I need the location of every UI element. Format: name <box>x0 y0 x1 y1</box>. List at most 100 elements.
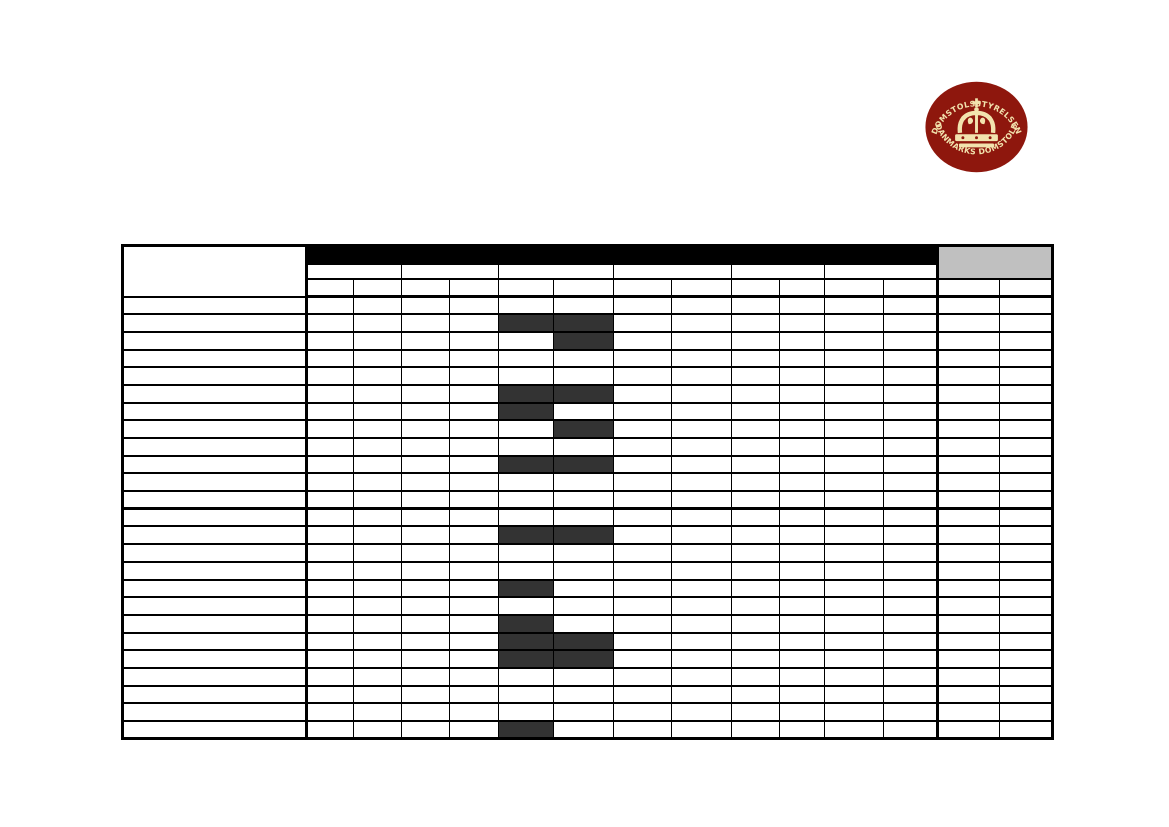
grid-cell-r22-c14 <box>999 666 1053 687</box>
grid-cell-r12-c5 <box>498 490 554 510</box>
grid-cell-r17-c11 <box>824 578 884 599</box>
grid-cell-r8-c2 <box>353 419 402 439</box>
grid-cell-r17-c10 <box>779 578 825 599</box>
grid-cell-r17-c2 <box>353 578 402 599</box>
row-label-cell-15 <box>122 543 308 563</box>
schedule-table <box>121 244 1054 741</box>
grid-cell-r25-c14 <box>999 720 1053 740</box>
row-label-cell-19 <box>122 613 308 634</box>
header-sub-cell-7 <box>613 277 672 298</box>
grid-cell-r18-c12 <box>883 596 938 616</box>
grid-cell-r5-c14 <box>999 366 1053 386</box>
grid-cell-r12-c3 <box>401 490 450 510</box>
grid-cell-r19-c10 <box>779 613 825 634</box>
grid-cell-r4-c6 <box>553 348 614 369</box>
grid-cell-r5-c8 <box>671 366 732 386</box>
grid-cell-r11-c12 <box>883 472 938 493</box>
grid-cell-r6-c12 <box>883 383 938 404</box>
header-group-cell-3 <box>498 264 614 280</box>
grid-cell-r23-c4 <box>449 684 499 705</box>
filled-cell-r19-c5 <box>498 613 554 634</box>
grid-cell-r13-c14 <box>999 507 1053 528</box>
grid-cell-r24-c7 <box>613 702 672 722</box>
grid-cell-r2-c10 <box>779 313 825 333</box>
grid-cell-r14-c12 <box>883 525 938 546</box>
grid-row-21 <box>122 649 1053 669</box>
grid-cell-r24-c14 <box>999 702 1053 722</box>
grid-cell-r3-c9 <box>731 330 780 351</box>
grid-cell-r8-c12 <box>883 419 938 439</box>
grid-cell-r23-c12 <box>883 684 938 705</box>
grid-row-19 <box>122 613 1053 634</box>
grid-cell-r2-c12 <box>883 313 938 333</box>
grid-cell-r13-c13 <box>936 507 1000 528</box>
grid-cell-r23-c11 <box>824 684 884 705</box>
grid-cell-r16-c3 <box>401 560 450 581</box>
grid-cell-r12-c2 <box>353 490 402 510</box>
grid-cell-r17-c14 <box>999 578 1053 599</box>
grid-cell-r1-c4 <box>449 295 499 316</box>
row-label-cell-16 <box>122 560 308 581</box>
grid-cell-r16-c13 <box>936 560 1000 581</box>
filled-cell-r17-c5 <box>498 578 554 599</box>
grid-cell-r15-c3 <box>401 543 450 563</box>
row-label-cell-4 <box>122 348 308 369</box>
grid-cell-r6-c14 <box>999 383 1053 404</box>
grid-cell-r22-c11 <box>824 666 884 687</box>
grid-cell-r7-c1 <box>306 401 354 422</box>
grid-cell-r18-c9 <box>731 596 780 616</box>
grid-cell-r23-c3 <box>401 684 450 705</box>
grid-cell-r2-c8 <box>671 313 732 333</box>
grid-cell-r14-c13 <box>936 525 1000 546</box>
grid-cell-r6-c9 <box>731 383 780 404</box>
grid-cell-r12-c10 <box>779 490 825 510</box>
grid-row-14 <box>122 525 1053 546</box>
header-group-cell-5 <box>731 264 825 280</box>
grid-cell-r18-c13 <box>936 596 1000 616</box>
grid-cell-r11-c13 <box>936 472 1000 493</box>
grid-cell-r18-c2 <box>353 596 402 616</box>
grid-cell-r4-c11 <box>824 348 884 369</box>
grid-cell-r15-c7 <box>613 543 672 563</box>
grid-cell-r8-c8 <box>671 419 732 439</box>
grid-cell-r7-c2 <box>353 401 402 422</box>
grid-cell-r9-c10 <box>779 437 825 457</box>
grid-cell-r7-c4 <box>449 401 499 422</box>
grid-cell-r21-c2 <box>353 649 402 669</box>
grid-cell-r22-c2 <box>353 666 402 687</box>
grid-cell-r13-c3 <box>401 507 450 528</box>
grid-row-2 <box>122 313 1053 333</box>
grid-row-1 <box>122 295 1053 316</box>
grid-cell-r21-c4 <box>449 649 499 669</box>
grid-cell-r8-c4 <box>449 419 499 439</box>
grid-cell-r25-c12 <box>883 720 938 740</box>
grid-cell-r11-c7 <box>613 472 672 493</box>
row-label-cell-21 <box>122 649 308 669</box>
grid-cell-r4-c7 <box>613 348 672 369</box>
grid-cell-r11-c10 <box>779 472 825 493</box>
grid-cell-r1-c2 <box>353 295 402 316</box>
grid-cell-r23-c14 <box>999 684 1053 705</box>
grid-cell-r1-c8 <box>671 295 732 316</box>
grid-cell-r3-c13 <box>936 330 1000 351</box>
header-sub-cell-8 <box>671 277 732 298</box>
row-label-cell-23 <box>122 684 308 705</box>
grid-cell-r9-c13 <box>936 437 1000 457</box>
grid-cell-r5-c10 <box>779 366 825 386</box>
grid-cell-r24-c12 <box>883 702 938 722</box>
grid-cell-r13-c6 <box>553 507 614 528</box>
grid-cell-r8-c14 <box>999 419 1053 439</box>
grid-cell-r17-c9 <box>731 578 780 599</box>
grid-cell-r6-c13 <box>936 383 1000 404</box>
grid-cell-r25-c4 <box>449 720 499 740</box>
grid-row-7 <box>122 401 1053 422</box>
grid-cell-r22-c13 <box>936 666 1000 687</box>
filled-cell-r2-c5 <box>498 313 554 333</box>
grid-cell-r18-c4 <box>449 596 499 616</box>
grid-cell-r7-c3 <box>401 401 450 422</box>
grid-row-16 <box>122 560 1053 581</box>
grid-cell-r3-c8 <box>671 330 732 351</box>
grid-row-22 <box>122 666 1053 687</box>
filled-cell-r10-c6 <box>553 454 614 475</box>
crown-icon <box>955 98 998 148</box>
